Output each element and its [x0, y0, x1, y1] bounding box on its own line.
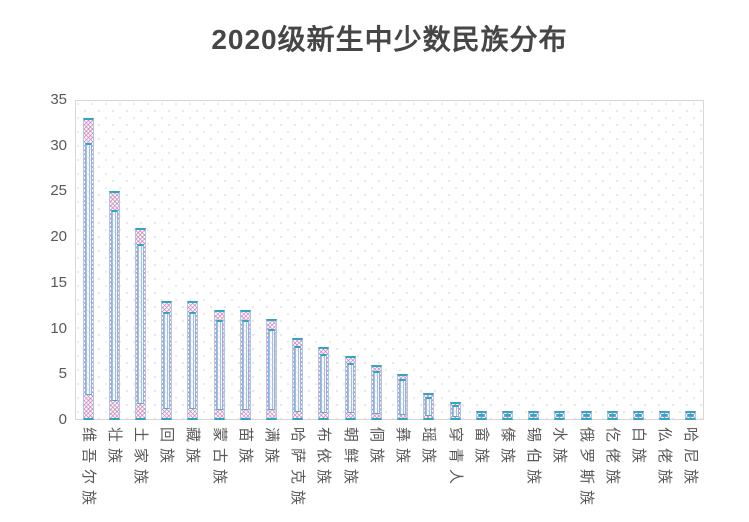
bar: [397, 374, 409, 420]
bar: [606, 411, 618, 420]
x-category-label: 仫佬族: [656, 427, 674, 491]
y-tick-label: 35: [50, 91, 67, 108]
bar-inner-pattern: [189, 312, 197, 409]
bar: [554, 411, 566, 420]
bar: [475, 411, 487, 420]
x-category-label: 傣族: [498, 427, 516, 470]
bar-inner-pattern: [215, 320, 223, 410]
bar-inner-pattern: [425, 397, 433, 416]
y-tick-label: 10: [50, 319, 67, 337]
bar: [580, 411, 592, 420]
x-category-label: 俄罗斯族: [577, 427, 595, 512]
bar-inner-pattern: [634, 414, 642, 417]
bar-inner-pattern: [530, 414, 538, 417]
bar-inner-pattern: [241, 320, 249, 410]
x-category-label: 满族: [263, 427, 281, 470]
bar-inner-pattern: [137, 244, 145, 404]
x-category-label: 穿青人: [446, 427, 464, 491]
bar-inner-pattern: [110, 210, 118, 401]
x-category-label: 朝鲜族: [341, 427, 359, 491]
y-tick-label: 30: [50, 136, 67, 154]
chart-title: 2020级新生中少数民族分布: [211, 24, 568, 55]
bar: [187, 301, 199, 420]
bar-inner-pattern: [582, 414, 590, 417]
bar-inner-pattern: [608, 414, 616, 417]
bar: [685, 411, 697, 420]
bar: [213, 310, 225, 420]
bar: [135, 228, 147, 420]
bar: [370, 365, 382, 420]
x-category-label: 瑶族: [420, 427, 438, 470]
bar-inner-pattern: [399, 379, 407, 415]
plot-area: [75, 100, 704, 420]
bar: [449, 402, 461, 420]
x-category-label: 布依族: [315, 427, 333, 491]
bar-inner-pattern: [556, 414, 564, 417]
x-category-label: 壮族: [105, 427, 123, 470]
x-category-label: 畲族: [472, 427, 490, 470]
bar: [318, 347, 330, 420]
x-category-label: 哈萨克族: [289, 427, 307, 512]
x-category-label: 维吾尔族: [79, 427, 97, 512]
y-tick-label: 25: [50, 182, 67, 200]
bar: [292, 338, 304, 420]
x-category-label: 锡伯族: [525, 427, 543, 491]
bar: [423, 393, 435, 420]
x-category-label: 仡佬族: [603, 427, 621, 491]
bar-inner-pattern: [268, 329, 276, 410]
bar-inner-pattern: [320, 354, 328, 413]
bar: [82, 118, 94, 420]
bar: [528, 411, 540, 420]
bar: [659, 411, 671, 420]
x-category-label: 水族: [551, 427, 569, 470]
bar-inner-pattern: [84, 143, 92, 395]
x-category-label: 彝族: [394, 427, 412, 470]
bar-inner-pattern: [346, 363, 354, 413]
bar: [344, 356, 356, 420]
bar-inner-pattern: [477, 414, 485, 417]
bar-inner-pattern: [451, 405, 459, 417]
bar: [161, 301, 173, 420]
bar-inner-pattern: [687, 414, 695, 417]
y-tick-label: 15: [50, 273, 67, 291]
x-category-label: 藏族: [184, 427, 202, 470]
bar-inner-pattern: [163, 312, 171, 409]
bar: [501, 411, 513, 420]
y-tick-label: 0: [58, 411, 67, 428]
x-category-label: 土家族: [132, 427, 150, 491]
bar-inner-pattern: [372, 371, 380, 414]
x-category-label: 蒙古族: [210, 427, 228, 491]
x-category-label: 哈尼族: [682, 427, 700, 491]
bar-inner-pattern: [661, 414, 669, 417]
bar: [266, 319, 278, 420]
bar: [239, 310, 251, 420]
bar-inner-pattern: [294, 346, 302, 412]
bar: [632, 411, 644, 420]
x-category-label: 苗族: [236, 427, 254, 470]
bar: [108, 191, 120, 420]
y-tick-label: 5: [58, 365, 67, 383]
x-category-label: 回族: [158, 427, 176, 470]
bar-inner-pattern: [503, 414, 511, 417]
y-tick-label: 20: [50, 228, 67, 246]
x-category-label: 白族: [629, 427, 647, 470]
x-category-label: 侗族: [367, 427, 385, 470]
